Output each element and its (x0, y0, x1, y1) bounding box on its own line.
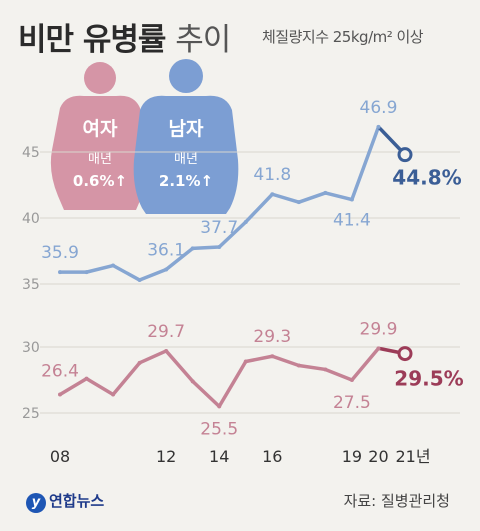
data-point (164, 267, 169, 272)
y-tick-label: 40 (22, 211, 40, 227)
data-point (296, 363, 301, 368)
series-group: 35.9 36.1 37.7 41.8 41.4 46.9 44.8% 26.4 29.7 25.… (41, 98, 464, 439)
data-label: 26.4 (41, 362, 79, 382)
chart-subtitle: 체질량지수 25kg/m² 이상 (262, 28, 424, 46)
title-suffix: 추이 (175, 22, 231, 58)
x-tick-label: 16 (262, 447, 282, 466)
data-point (164, 348, 169, 353)
data-label: 29.3 (253, 327, 291, 347)
data-label: 35.9 (41, 243, 79, 263)
data-label: 25.5 (200, 419, 238, 439)
data-point (323, 367, 328, 372)
data-point (190, 246, 195, 251)
male-silhouette-icon (133, 59, 239, 214)
x-tick-label: 20 (368, 447, 388, 466)
data-point (137, 278, 142, 283)
data-point (243, 359, 248, 364)
data-point-last (397, 147, 413, 163)
data-label: 29.5% (394, 367, 463, 391)
data-point (84, 376, 89, 381)
data-point (84, 270, 89, 275)
gridlines (40, 151, 460, 414)
data-point (296, 200, 301, 205)
data-point (58, 392, 62, 397)
data-point-last (397, 346, 413, 362)
male-badge: 남자 매년 2.1%↑ (159, 118, 213, 190)
male-rate: 2.1%↑ (159, 172, 213, 190)
data-point (376, 346, 381, 351)
male-sub: 매년 (174, 152, 198, 167)
data-point (270, 354, 275, 359)
x-tick-label: 08 (50, 447, 70, 466)
series-female: 26.4 29.7 25.5 29.3 27.5 29.9 29.5% (41, 319, 464, 439)
female-label: 여자 (83, 118, 118, 140)
data-point (270, 192, 275, 197)
data-point (376, 124, 381, 129)
data-point (243, 219, 248, 224)
y-tick-label: 35 (22, 277, 40, 293)
x-tick-label: 12 (156, 447, 176, 466)
data-label: 41.4 (333, 211, 371, 231)
title-main: 비만 유병률 (18, 22, 166, 58)
data-point (111, 263, 116, 268)
data-point (323, 190, 328, 195)
male-label: 남자 (169, 118, 204, 140)
data-point (137, 360, 142, 365)
data-label: 41.8 (253, 165, 291, 185)
y-axis-ticks: 35 40 45 25 30 (22, 145, 40, 422)
data-label: 27.5 (333, 393, 371, 413)
chart-title: 비만 유병률 추이 (18, 14, 231, 59)
x-tick-label: 19 (342, 447, 362, 466)
x-tick-label: 21년 (395, 447, 430, 466)
series-male: 35.9 36.1 37.7 41.8 41.4 46.9 44.8% (41, 98, 462, 283)
female-rate: 0.6%↑ (73, 172, 127, 190)
data-label: 36.1 (147, 240, 185, 260)
y-tick-label: 30 (22, 340, 40, 356)
source-note: 자료: 질병관리청 (343, 492, 450, 510)
news-logo: y 연합뉴스 (26, 490, 104, 513)
data-label: 46.9 (360, 98, 398, 118)
data-label: 37.7 (200, 218, 238, 238)
female-silhouette-icon (50, 62, 150, 210)
female-sub: 매년 (88, 152, 112, 167)
data-point (190, 379, 195, 384)
data-point (111, 392, 116, 397)
data-label: 29.7 (147, 322, 185, 342)
data-label: 44.8% (392, 166, 461, 190)
data-point (349, 378, 354, 382)
data-point (217, 245, 222, 250)
data-label: 29.9 (360, 319, 398, 339)
data-point (349, 197, 354, 202)
y-tick-label: 45 (22, 145, 40, 161)
data-point (217, 404, 222, 409)
data-point (58, 270, 62, 275)
logo-text: 연합뉴스 (49, 492, 105, 510)
x-tick-label: 14 (209, 447, 229, 466)
logo-mark-icon: y (26, 493, 46, 513)
x-axis-ticks: 08 12 14 16 19 20 21년 (50, 447, 431, 466)
female-badge: 여자 매년 0.6%↑ (73, 118, 127, 190)
series-line (59, 347, 380, 409)
y-tick-label: 25 (22, 406, 40, 422)
